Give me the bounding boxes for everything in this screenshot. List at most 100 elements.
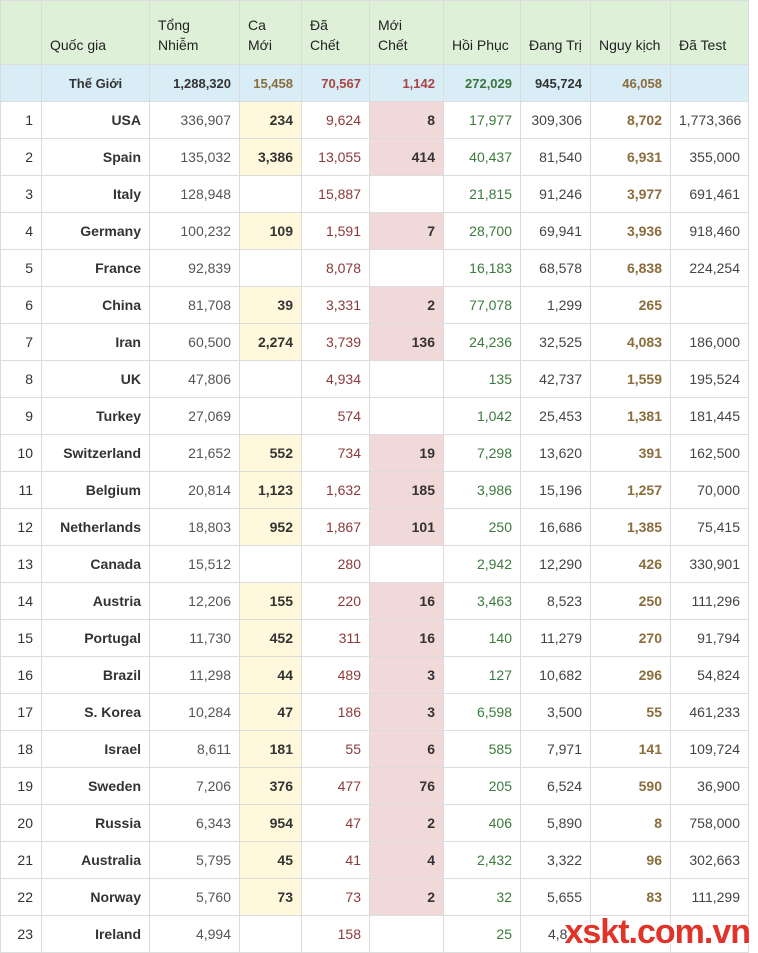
cell-new-deaths: 19 bbox=[369, 434, 444, 472]
header-total[interactable]: Tổng Nhiễm bbox=[149, 0, 240, 65]
cell-new-cases: 2,274 bbox=[239, 323, 302, 361]
cell-active: 309,306 bbox=[520, 101, 591, 139]
header-new-cases[interactable]: Ca Mới bbox=[239, 0, 302, 65]
cell-rank: 17 bbox=[0, 693, 42, 731]
cell-new-deaths: 8 bbox=[369, 101, 444, 139]
cell-tested: 918,460 bbox=[670, 212, 749, 250]
cell-new-deaths: 3 bbox=[369, 693, 444, 731]
cell-tested: 111,299 bbox=[670, 878, 749, 916]
cell-total: 11,730 bbox=[149, 619, 240, 657]
cell-new-cases: 952 bbox=[239, 508, 302, 546]
cell-country[interactable]: Brazil bbox=[41, 656, 150, 694]
cell-serious: 1,381 bbox=[590, 397, 671, 435]
cell-country[interactable]: S. Korea bbox=[41, 693, 150, 731]
world-rank bbox=[0, 64, 42, 102]
cell-recovered: 127 bbox=[443, 656, 521, 694]
cell-country[interactable]: Austria bbox=[41, 582, 150, 620]
cell-serious: 391 bbox=[590, 434, 671, 472]
cell-active: 5,655 bbox=[520, 878, 591, 916]
cell-deaths: 1,591 bbox=[301, 212, 370, 250]
cell-country[interactable]: Israel bbox=[41, 730, 150, 768]
cell-new-deaths bbox=[369, 397, 444, 435]
world-serious: 46,058 bbox=[590, 64, 671, 102]
cell-country[interactable]: Netherlands bbox=[41, 508, 150, 546]
cell-deaths: 158 bbox=[301, 915, 370, 953]
cell-new-deaths bbox=[369, 915, 444, 953]
cell-country[interactable]: Canada bbox=[41, 545, 150, 583]
cell-country[interactable]: Russia bbox=[41, 804, 150, 842]
cell-new-deaths: 7 bbox=[369, 212, 444, 250]
cell-active: 68,578 bbox=[520, 249, 591, 287]
cell-country[interactable]: Norway bbox=[41, 878, 150, 916]
cell-new-deaths bbox=[369, 360, 444, 398]
cell-serious: 8 bbox=[590, 804, 671, 842]
cell-country[interactable]: Belgium bbox=[41, 471, 150, 509]
cell-country[interactable]: Ireland bbox=[41, 915, 150, 953]
cell-total: 4,994 bbox=[149, 915, 240, 953]
cell-deaths: 477 bbox=[301, 767, 370, 805]
header-tested[interactable]: Đã Test bbox=[670, 0, 749, 65]
cell-new-deaths: 16 bbox=[369, 582, 444, 620]
cell-new-cases: 552 bbox=[239, 434, 302, 472]
header-active[interactable]: Đang Trị bbox=[520, 0, 591, 65]
cell-new-deaths: 2 bbox=[369, 878, 444, 916]
cell-rank: 10 bbox=[0, 434, 42, 472]
cell-serious: 96 bbox=[590, 841, 671, 879]
cell-total: 27,069 bbox=[149, 397, 240, 435]
table-row: 3 Italy 128,948 15,887 21,815 91,246 3,977 691,… bbox=[0, 175, 749, 213]
cell-country[interactable]: Turkey bbox=[41, 397, 150, 435]
cell-tested: 186,000 bbox=[670, 323, 749, 361]
header-new-deaths[interactable]: Mới Chết bbox=[369, 0, 444, 65]
cell-country[interactable]: China bbox=[41, 286, 150, 324]
cell-serious: 83 bbox=[590, 878, 671, 916]
cell-recovered: 250 bbox=[443, 508, 521, 546]
cell-active: 69,941 bbox=[520, 212, 591, 250]
header-country[interactable]: Quốc gia bbox=[41, 0, 150, 65]
table-row: 10 Switzerland 21,652 552 734 19 7,298 13,620 39… bbox=[0, 434, 749, 472]
cell-country[interactable]: USA bbox=[41, 101, 150, 139]
cell-total: 18,803 bbox=[149, 508, 240, 546]
cell-new-cases: 452 bbox=[239, 619, 302, 657]
cell-recovered: 1,042 bbox=[443, 397, 521, 435]
header-serious[interactable]: Nguy kịch bbox=[590, 0, 671, 65]
cell-country[interactable]: Iran bbox=[41, 323, 150, 361]
cell-new-cases bbox=[239, 175, 302, 213]
cell-country[interactable]: Spain bbox=[41, 138, 150, 176]
header-recovered[interactable]: Hồi Phục bbox=[443, 0, 521, 65]
cell-country[interactable]: Switzerland bbox=[41, 434, 150, 472]
header-deaths[interactable]: Đã Chết bbox=[301, 0, 370, 65]
cell-rank: 20 bbox=[0, 804, 42, 842]
cell-recovered: 2,942 bbox=[443, 545, 521, 583]
cell-serious: 8,702 bbox=[590, 101, 671, 139]
table-row: 5 France 92,839 8,078 16,183 68,578 6,838 224,2… bbox=[0, 249, 749, 287]
cell-deaths: 41 bbox=[301, 841, 370, 879]
cell-country[interactable]: Portugal bbox=[41, 619, 150, 657]
cell-rank: 16 bbox=[0, 656, 42, 694]
world-tested bbox=[670, 64, 749, 102]
cell-country[interactable]: Sweden bbox=[41, 767, 150, 805]
cell-country[interactable]: France bbox=[41, 249, 150, 287]
cell-country[interactable]: UK bbox=[41, 360, 150, 398]
cell-country[interactable]: Italy bbox=[41, 175, 150, 213]
cell-tested: 162,500 bbox=[670, 434, 749, 472]
cell-tested bbox=[670, 915, 749, 953]
cell-total: 20,814 bbox=[149, 471, 240, 509]
cell-serious: 426 bbox=[590, 545, 671, 583]
cell-deaths: 220 bbox=[301, 582, 370, 620]
cell-country[interactable]: Germany bbox=[41, 212, 150, 250]
cell-total: 7,206 bbox=[149, 767, 240, 805]
cell-new-cases: 234 bbox=[239, 101, 302, 139]
table-row: 11 Belgium 20,814 1,123 1,632 185 3,986 15,196 1… bbox=[0, 471, 749, 509]
cell-tested: 691,461 bbox=[670, 175, 749, 213]
cell-recovered: 585 bbox=[443, 730, 521, 768]
header-rank[interactable] bbox=[0, 0, 42, 65]
cell-recovered: 77,078 bbox=[443, 286, 521, 324]
cell-new-cases bbox=[239, 249, 302, 287]
cell-country[interactable]: Australia bbox=[41, 841, 150, 879]
cell-total: 60,500 bbox=[149, 323, 240, 361]
cell-new-deaths bbox=[369, 175, 444, 213]
cell-recovered: 32 bbox=[443, 878, 521, 916]
cell-recovered: 2,432 bbox=[443, 841, 521, 879]
cell-total: 12,206 bbox=[149, 582, 240, 620]
cell-active: 32,525 bbox=[520, 323, 591, 361]
